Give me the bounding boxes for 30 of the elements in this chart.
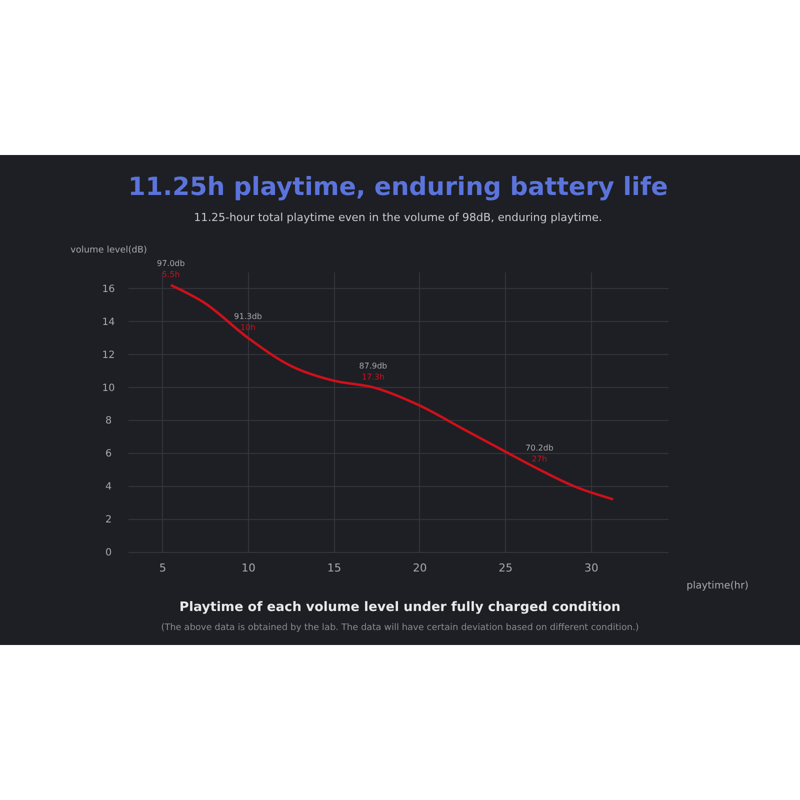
y-tick-label: 12 [102, 350, 115, 361]
y-tick-label: 6 [105, 448, 112, 460]
y-tick-label: 16 [102, 284, 115, 295]
x-tick-label: 10 [242, 562, 256, 574]
y-tick-label: 2 [105, 514, 112, 526]
x-tick-label: 20 [412, 562, 427, 574]
annotation: 27h [532, 454, 548, 464]
chart-title: 11.25h playtime, enduring battery life [128, 172, 668, 201]
annotation: 10h [240, 322, 256, 332]
annotation: 91.3db [234, 312, 262, 321]
x-tick-label: 15 [327, 562, 342, 574]
x-tick-label: 5 [159, 562, 166, 574]
annotation: 5.5h [162, 270, 180, 280]
x-tick-label: 25 [498, 562, 513, 574]
y-tick-label: 8 [105, 416, 112, 427]
y-axis-title: volume level(dB) [70, 246, 148, 256]
chart-subtitle: 11.25-hour total playtime even in the volume of 98dB, enduring playtime. [194, 211, 602, 224]
annotation: 87.9db [359, 361, 388, 370]
y-tick-label: 4 [105, 482, 112, 493]
text: (The above data is obtained by the lab. The data will have certain deviation based on different condition.) [160, 623, 640, 633]
y-tick-label: 14 [102, 316, 115, 328]
line-series [170, 284, 614, 501]
x-axis-title: playtime(hr) [686, 580, 749, 592]
x-tick-label: 30 [584, 562, 598, 574]
annotation: 70.2db [525, 444, 554, 453]
annotation: 17.3h [362, 372, 385, 382]
y-tick-label: 0 [105, 548, 112, 558]
annotation: 97.0db [156, 259, 185, 268]
y-tick-label: 10 [102, 382, 115, 394]
text: Playtime of each volume level under fully charged condition [178, 600, 622, 615]
